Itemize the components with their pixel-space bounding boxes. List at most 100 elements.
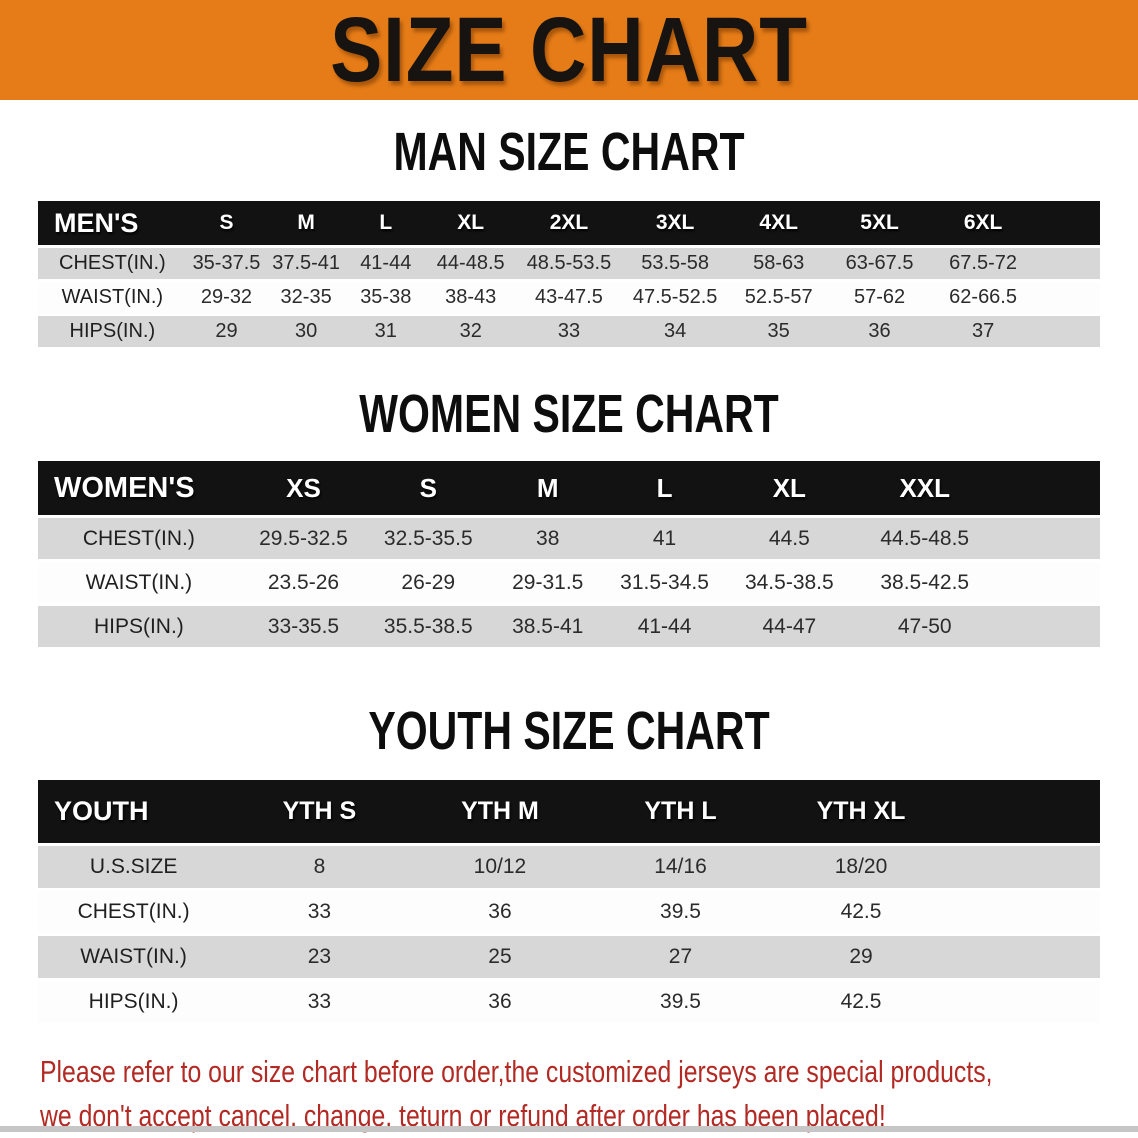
cell: 44-48.5	[425, 248, 516, 279]
men-section-heading-text: MAN SIZE CHART	[393, 122, 745, 182]
women-chest-row: CHEST(IN.) 29.5-32.5 32.5-35.5 38 41 44.…	[38, 518, 1100, 559]
youth-hips-row: HIPS(IN.) 33 36 39.5 42.5	[38, 981, 1100, 1023]
cell: 26-29	[367, 562, 490, 603]
cell: 53.5-58	[622, 248, 729, 279]
row-label: HIPS(IN.)	[38, 606, 240, 647]
spacer-cell	[1036, 282, 1100, 313]
cell: 32-35	[266, 282, 346, 313]
women-table-label: WOMEN'S	[38, 461, 240, 515]
men-col-header-l: L	[345, 201, 426, 245]
cell: 33	[515, 316, 623, 347]
youth-table-label: YOUTH	[38, 780, 230, 843]
youth-col-header-xl: YTH XL	[770, 780, 952, 843]
spacer-cell	[1036, 316, 1100, 347]
cell: 33	[229, 891, 410, 933]
youth-section-heading: YOUTH SIZE CHART	[0, 701, 1138, 761]
spacer-cell	[993, 518, 1100, 559]
spacer-cell	[951, 846, 1100, 888]
cell: 38-43	[425, 282, 516, 313]
youth-waist-row: WAIST(IN.) 23 25 27 29	[38, 936, 1100, 978]
row-label: CHEST(IN.)	[38, 518, 240, 559]
cell: 23	[229, 936, 410, 978]
cell: 30	[266, 316, 346, 347]
cell: 23.5-26	[239, 562, 368, 603]
bottom-edge-bar	[0, 1126, 1138, 1132]
women-section-heading-text: WOMEN SIZE CHART	[359, 384, 779, 444]
cell: 25	[409, 936, 591, 978]
cell: 38.5-42.5	[855, 562, 994, 603]
row-label: HIPS(IN.)	[38, 981, 230, 1023]
cell: 43-47.5	[515, 282, 623, 313]
cell: 41-44	[606, 606, 723, 647]
youth-col-header-l: YTH L	[590, 780, 771, 843]
row-label: U.S.SIZE	[38, 846, 230, 888]
men-header-row: MEN'S S M L XL 2XL 3XL 4XL 5XL 6XL	[38, 201, 1100, 245]
row-label: CHEST(IN.)	[38, 248, 187, 279]
cell: 63-67.5	[829, 248, 930, 279]
disclaimer-line-1: Please refer to our size chart before or…	[40, 1054, 993, 1089]
women-col-header-m: M	[489, 461, 607, 515]
cell: 33-35.5	[239, 606, 368, 647]
youth-header-row: YOUTH YTH S YTH M YTH L YTH XL	[38, 780, 1100, 843]
cell: 31.5-34.5	[606, 562, 723, 603]
men-size-table: MEN'S S M L XL 2XL 3XL 4XL 5XL 6XL CHEST…	[38, 198, 1100, 350]
men-col-header-4xl: 4XL	[728, 201, 830, 245]
cell: 38.5-41	[489, 606, 607, 647]
men-col-header-xl: XL	[425, 201, 516, 245]
youth-ussize-row: U.S.SIZE 8 10/12 14/16 18/20	[38, 846, 1100, 888]
men-table-container: MEN'S S M L XL 2XL 3XL 4XL 5XL 6XL CHEST…	[0, 198, 1138, 350]
spacer-cell	[993, 461, 1100, 515]
women-waist-row: WAIST(IN.) 23.5-26 26-29 29-31.5 31.5-34…	[38, 562, 1100, 603]
row-label: WAIST(IN.)	[38, 562, 240, 603]
cell: 35-37.5	[186, 248, 267, 279]
cell: 29	[770, 936, 952, 978]
youth-section-heading-text: YOUTH SIZE CHART	[368, 701, 770, 761]
disclaimer: Please refer to our size chart before or…	[40, 1050, 1138, 1138]
cell: 42.5	[770, 981, 952, 1023]
cell: 27	[590, 936, 771, 978]
size-chart-banner: SIZE CHART	[0, 0, 1138, 100]
men-waist-row: WAIST(IN.) 29-32 32-35 35-38 38-43 43-47…	[38, 282, 1100, 313]
spacer-cell	[951, 936, 1100, 978]
cell: 62-66.5	[929, 282, 1037, 313]
cell: 39.5	[590, 981, 771, 1023]
cell: 35-38	[345, 282, 426, 313]
cell: 36	[409, 981, 591, 1023]
youth-table-container: YOUTH YTH S YTH M YTH L YTH XL U.S.SIZE …	[0, 777, 1138, 1026]
spacer-cell	[1036, 248, 1100, 279]
cell: 52.5-57	[728, 282, 830, 313]
cell: 41-44	[345, 248, 426, 279]
cell: 44-47	[722, 606, 856, 647]
youth-size-table: YOUTH YTH S YTH M YTH L YTH XL U.S.SIZE …	[38, 777, 1100, 1026]
youth-col-header-s: YTH S	[229, 780, 410, 843]
men-section-heading: MAN SIZE CHART	[0, 122, 1138, 182]
women-col-header-s: S	[367, 461, 490, 515]
cell: 47-50	[855, 606, 994, 647]
men-col-header-2xl: 2XL	[515, 201, 623, 245]
cell: 42.5	[770, 891, 952, 933]
spacer-cell	[951, 981, 1100, 1023]
cell: 34.5-38.5	[722, 562, 856, 603]
spacer-cell	[993, 562, 1100, 603]
cell: 14/16	[590, 846, 771, 888]
cell: 8	[229, 846, 410, 888]
women-size-table: WOMEN'S XS S M L XL XXL CHEST(IN.) 29.5-…	[38, 458, 1100, 650]
men-table-label: MEN'S	[38, 201, 187, 245]
men-hips-row: HIPS(IN.) 29 30 31 32 33 34 35 36 37	[38, 316, 1100, 347]
women-col-header-l: L	[606, 461, 723, 515]
men-col-header-m: M	[266, 201, 346, 245]
cell: 29-31.5	[489, 562, 607, 603]
row-label: WAIST(IN.)	[38, 936, 230, 978]
women-section-heading: WOMEN SIZE CHART	[0, 384, 1138, 444]
women-table-container: WOMEN'S XS S M L XL XXL CHEST(IN.) 29.5-…	[0, 458, 1138, 650]
cell: 47.5-52.5	[622, 282, 729, 313]
cell: 57-62	[829, 282, 930, 313]
cell: 41	[606, 518, 723, 559]
cell: 37	[929, 316, 1037, 347]
women-col-header-xl: XL	[722, 461, 856, 515]
cell: 44.5	[722, 518, 856, 559]
row-label: CHEST(IN.)	[38, 891, 230, 933]
cell: 32	[425, 316, 516, 347]
cell: 37.5-41	[266, 248, 346, 279]
cell: 36	[829, 316, 930, 347]
